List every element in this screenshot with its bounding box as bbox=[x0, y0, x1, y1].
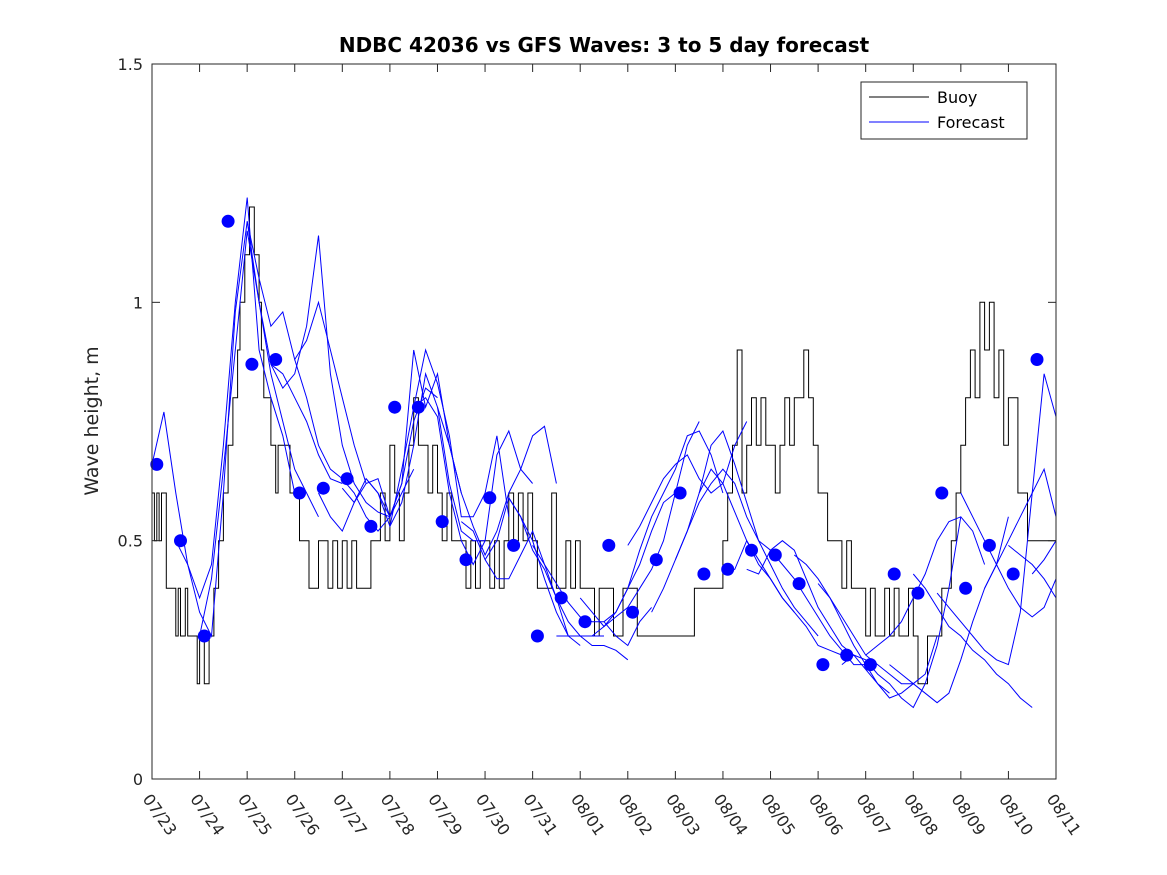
forecast-run-line-13 bbox=[460, 521, 581, 646]
forecast-point bbox=[792, 577, 806, 591]
forecast-run-line-1 bbox=[151, 197, 296, 600]
forecast-run-line-12 bbox=[437, 407, 557, 557]
forecast-run-line-35 bbox=[984, 467, 1057, 589]
forecast-point bbox=[697, 567, 711, 581]
forecast-point bbox=[649, 553, 663, 567]
forecast-run-line-37 bbox=[1031, 540, 1057, 575]
legend: Buoy Forecast bbox=[860, 81, 1028, 140]
forecast-point bbox=[388, 400, 402, 414]
legend-box bbox=[860, 81, 1028, 140]
legend-forecast-label: Forecast bbox=[937, 113, 1005, 132]
y-ticks: 0 0.5 1 1.5 bbox=[118, 55, 1056, 789]
y-tick-label: 0.5 bbox=[118, 532, 143, 551]
forecast-point bbox=[1006, 567, 1020, 581]
forecast-run-line-10 bbox=[389, 348, 510, 527]
forecast-point bbox=[411, 400, 425, 414]
forecast-run-line-27 bbox=[793, 554, 914, 699]
forecast-point bbox=[816, 658, 830, 672]
forecast-point bbox=[554, 591, 568, 605]
forecast-run-line-24 bbox=[722, 539, 843, 656]
forecast-point bbox=[721, 562, 735, 576]
forecast-run-line-15 bbox=[508, 497, 629, 661]
forecast-point bbox=[174, 534, 187, 548]
forecast-run-line-18 bbox=[579, 421, 700, 628]
forecast-point bbox=[507, 538, 521, 552]
y-axis-label: Wave height, m bbox=[81, 346, 103, 495]
forecast-point bbox=[840, 648, 854, 662]
plot-frame bbox=[151, 63, 1057, 780]
forecast-point bbox=[364, 519, 378, 533]
forecast-run-line-23 bbox=[698, 430, 819, 637]
forecast-point bbox=[768, 548, 782, 562]
forecast-point bbox=[530, 629, 544, 643]
forecast-point bbox=[340, 472, 354, 486]
forecast-point bbox=[435, 515, 449, 529]
forecast-point bbox=[459, 553, 473, 567]
forecast-point bbox=[1030, 353, 1044, 366]
plot-area bbox=[152, 64, 1056, 779]
forecast-point bbox=[863, 658, 877, 672]
forecast-run-line-36 bbox=[1008, 545, 1057, 599]
forecast-point bbox=[316, 481, 330, 495]
forecast-point bbox=[483, 491, 497, 505]
forecast-run-line-16 bbox=[532, 545, 652, 647]
forecast-run-line-8 bbox=[341, 349, 462, 519]
forecast-run-line-20 bbox=[627, 421, 748, 546]
forecast-point bbox=[673, 486, 687, 500]
forecast-run-line-11 bbox=[413, 396, 533, 566]
forecast-point bbox=[887, 567, 901, 581]
forecast-point bbox=[197, 629, 211, 643]
forecast-run-line-33 bbox=[936, 373, 1057, 666]
forecast-point bbox=[293, 486, 306, 500]
forecast-run-line-5 bbox=[270, 235, 391, 518]
forecast-run-line-9 bbox=[365, 371, 486, 542]
chart-title: NDBC 42036 vs GFS Waves: 3 to 5 day fore… bbox=[339, 33, 870, 57]
forecast-point bbox=[269, 353, 283, 366]
forecast-run-line-30 bbox=[865, 516, 986, 656]
forecast-point bbox=[745, 543, 758, 557]
forecast-run-line-4 bbox=[246, 221, 367, 484]
forecast-point bbox=[959, 581, 973, 595]
forecast-run-line-26 bbox=[770, 540, 890, 694]
forecast-point bbox=[911, 586, 925, 600]
forecast-points-layer bbox=[150, 214, 1044, 672]
y-tick-label: 1.5 bbox=[118, 55, 143, 74]
forecast-run-line-19 bbox=[603, 430, 724, 623]
y-tick-label: 1 bbox=[133, 293, 143, 312]
forecast-point bbox=[602, 538, 616, 552]
forecast-point bbox=[935, 486, 949, 500]
forecast-run-line-21 bbox=[651, 468, 771, 613]
forecast-run-line-32 bbox=[912, 573, 1033, 708]
forecast-point bbox=[626, 605, 639, 619]
forecast-run-line-34 bbox=[960, 492, 1057, 618]
legend-buoy-label: Buoy bbox=[937, 88, 977, 107]
forecast-point bbox=[150, 457, 164, 471]
forecast-point bbox=[245, 357, 259, 371]
forecast-point bbox=[982, 538, 996, 552]
forecast-point bbox=[578, 615, 592, 629]
forecast-point bbox=[221, 214, 235, 228]
y-tick-label: 0 bbox=[133, 770, 143, 789]
forecast-run-line-29 bbox=[841, 516, 962, 709]
series-layer bbox=[151, 197, 1057, 709]
forecast-run-line-28 bbox=[817, 583, 938, 685]
